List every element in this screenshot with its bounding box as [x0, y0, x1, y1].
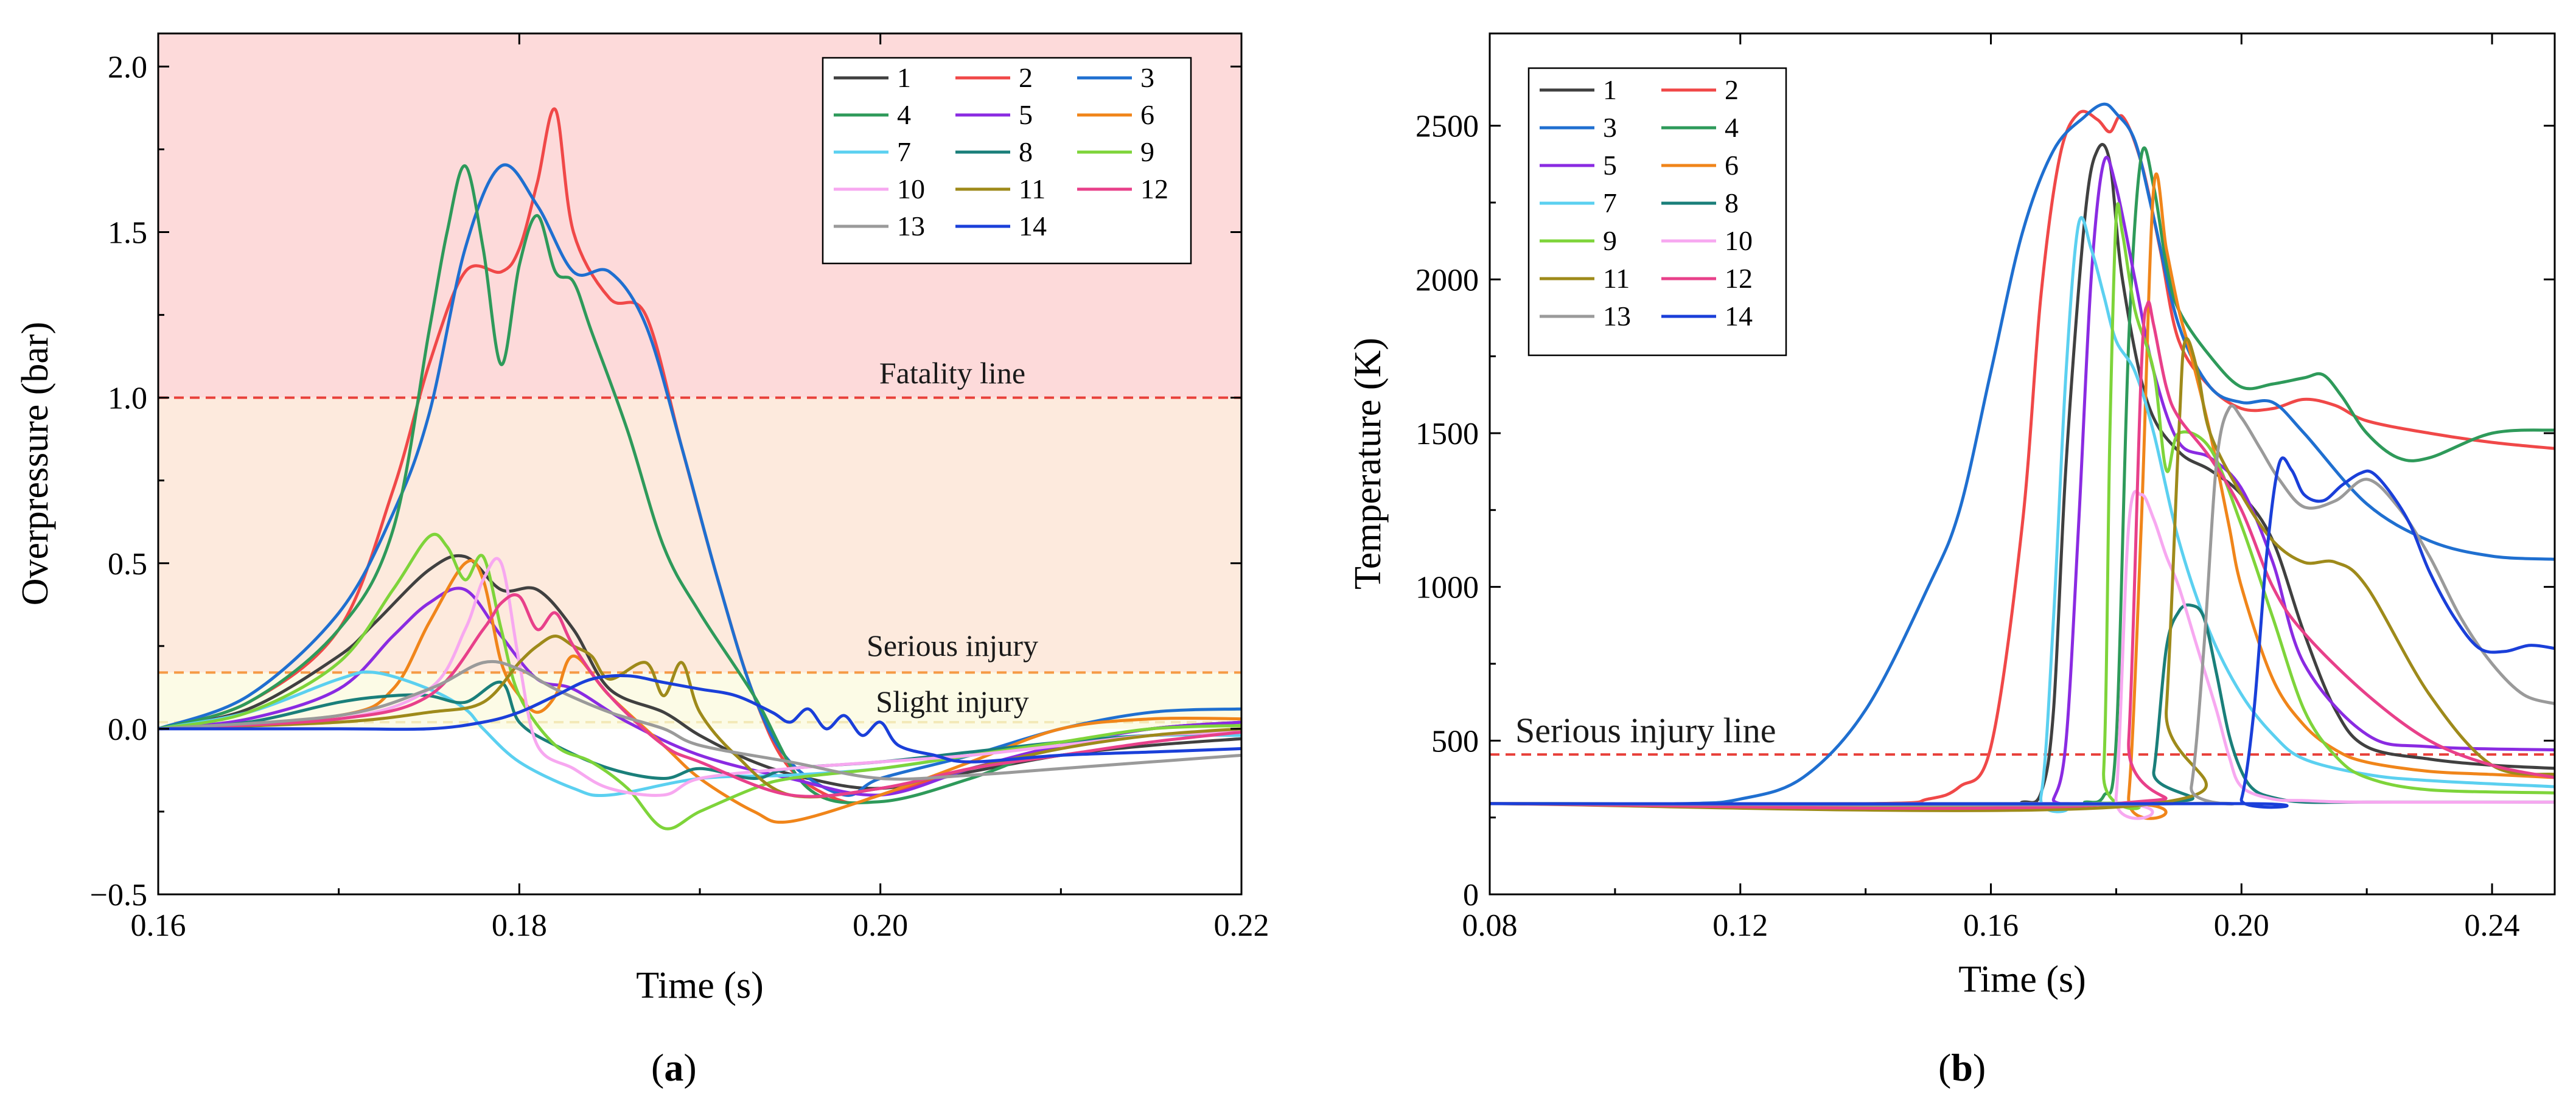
y-tick-label: 2.0	[108, 50, 147, 85]
series-line-14	[158, 674, 1241, 764]
y-ticks: −0.5 0.0 0.5 1.0 1.5 2.0	[90, 50, 1241, 913]
legend-label-4: 4	[897, 99, 911, 130]
series-line-2	[1490, 110, 2555, 806]
y-axis-label: Overpressure (bar)	[15, 322, 56, 605]
overpressure-chart: 0.16 0.18 0.20 0.22 −0.5 0.0 0.5 1.0 1.5 2.0 Fat…	[15, 32, 1269, 1089]
legend-label-14: 14	[1019, 211, 1047, 242]
series-lines	[1490, 102, 2555, 820]
series-line-12	[1490, 301, 2555, 810]
series-line-13	[158, 660, 1241, 781]
fatality-line-label: Fatality line	[879, 356, 1025, 390]
series-line-8	[158, 680, 1241, 780]
y-tick-label: 0	[1463, 878, 1479, 913]
x-axis-label: Time (s)	[636, 965, 764, 1006]
x-ticks: 0.08 0.12 0.16 0.20 0.24	[1462, 33, 2520, 943]
legend-label-12: 12	[1140, 173, 1168, 204]
y-tick-label: 0.5	[108, 547, 147, 582]
series-line-2	[158, 107, 1241, 805]
panel-b-caption: (b)	[1938, 1046, 1986, 1089]
temperature-chart: 0.08 0.12 0.16 0.20 0.24 0500100015002000250…	[1347, 32, 2556, 1089]
legend-label-13: 13	[1603, 301, 1631, 332]
series-line-14	[1490, 456, 2555, 809]
x-tick-label: 0.24	[2465, 908, 2520, 943]
legend-label-1: 1	[897, 62, 911, 93]
y-tick-label: 1500	[1415, 417, 1479, 451]
series-line-1	[1490, 142, 2555, 806]
x-tick-label: 0.08	[1462, 908, 1518, 943]
series-line-4	[158, 164, 1241, 805]
y-ticks: 0 500 1000 1500 2000 2500	[1415, 110, 2555, 913]
legend-label-8: 8	[1725, 187, 1739, 218]
legend-label-9: 9	[1140, 136, 1154, 167]
legend-label-5: 5	[1603, 150, 1617, 181]
y-tick-label: 0.0	[108, 712, 147, 747]
legend-label-6: 6	[1140, 99, 1154, 130]
legend-label-10: 10	[897, 173, 925, 204]
legend-label-4: 4	[1725, 112, 1739, 143]
y-tick-label: −0.5	[90, 878, 147, 913]
series-lines	[158, 107, 1241, 830]
legend-label-11: 11	[1603, 263, 1630, 294]
y-tick-label: 1.5	[108, 216, 147, 251]
series-line-3	[158, 163, 1241, 797]
serious-injury-label: Serious injury	[867, 628, 1038, 663]
legend-label-8: 8	[1019, 136, 1033, 167]
y-tick-label: 500	[1431, 724, 1479, 759]
serious-injury-line-label: Serious injury line	[1515, 711, 1776, 750]
legend-label-1: 1	[1603, 74, 1617, 105]
legend-label-10: 10	[1725, 225, 1753, 256]
series-line-5	[158, 587, 1241, 797]
y-tick-label: 2000	[1415, 263, 1479, 298]
x-ticks: 0.16 0.18 0.20 0.22	[131, 33, 1269, 943]
legend-label-2: 2	[1019, 62, 1033, 93]
legend-label-12: 12	[1725, 263, 1753, 294]
legend-label-5: 5	[1019, 99, 1033, 130]
panel-a-letter: a	[664, 1046, 683, 1089]
series-line-3	[1490, 102, 2555, 806]
legend-label-3: 3	[1603, 112, 1617, 143]
zone-serious	[158, 397, 1241, 673]
legend-label-14: 14	[1725, 301, 1753, 332]
legend-label-11: 11	[1019, 173, 1045, 204]
slight-injury-label: Slight injury	[876, 684, 1028, 719]
x-tick-label: 0.16	[1963, 908, 2019, 943]
x-axis-label: Time (s)	[1958, 959, 2086, 1000]
series-line-10	[158, 557, 1241, 797]
x-tick-label: 0.20	[2214, 908, 2269, 943]
x-tick-label: 0.20	[853, 908, 908, 943]
legend-label-13: 13	[897, 211, 925, 242]
series-line-12	[158, 593, 1241, 798]
panel-b-letter: b	[1951, 1046, 1973, 1089]
y-axis-label: Temperature (K)	[1347, 338, 1389, 590]
legend-label-7: 7	[1603, 187, 1617, 218]
legend-label-6: 6	[1725, 150, 1739, 181]
series-line-9	[1490, 202, 2555, 810]
series-line-10	[1490, 490, 2555, 820]
legend-label-7: 7	[897, 136, 911, 167]
y-tick-label: 1.0	[108, 381, 147, 416]
x-tick-label: 0.22	[1214, 908, 1269, 943]
legend-label-9: 9	[1603, 225, 1617, 256]
x-tick-label: 0.16	[131, 908, 186, 943]
panel-a-caption: (a)	[651, 1046, 697, 1089]
y-tick-label: 1000	[1415, 571, 1479, 605]
legend-label-2: 2	[1725, 74, 1739, 105]
plot-frame	[1489, 32, 2556, 896]
y-tick-label: 2500	[1415, 110, 1479, 144]
legend-label-3: 3	[1140, 62, 1154, 93]
series-line-6	[1490, 172, 2555, 820]
x-tick-label: 0.12	[1712, 908, 1768, 943]
x-tick-label: 0.18	[492, 908, 547, 943]
